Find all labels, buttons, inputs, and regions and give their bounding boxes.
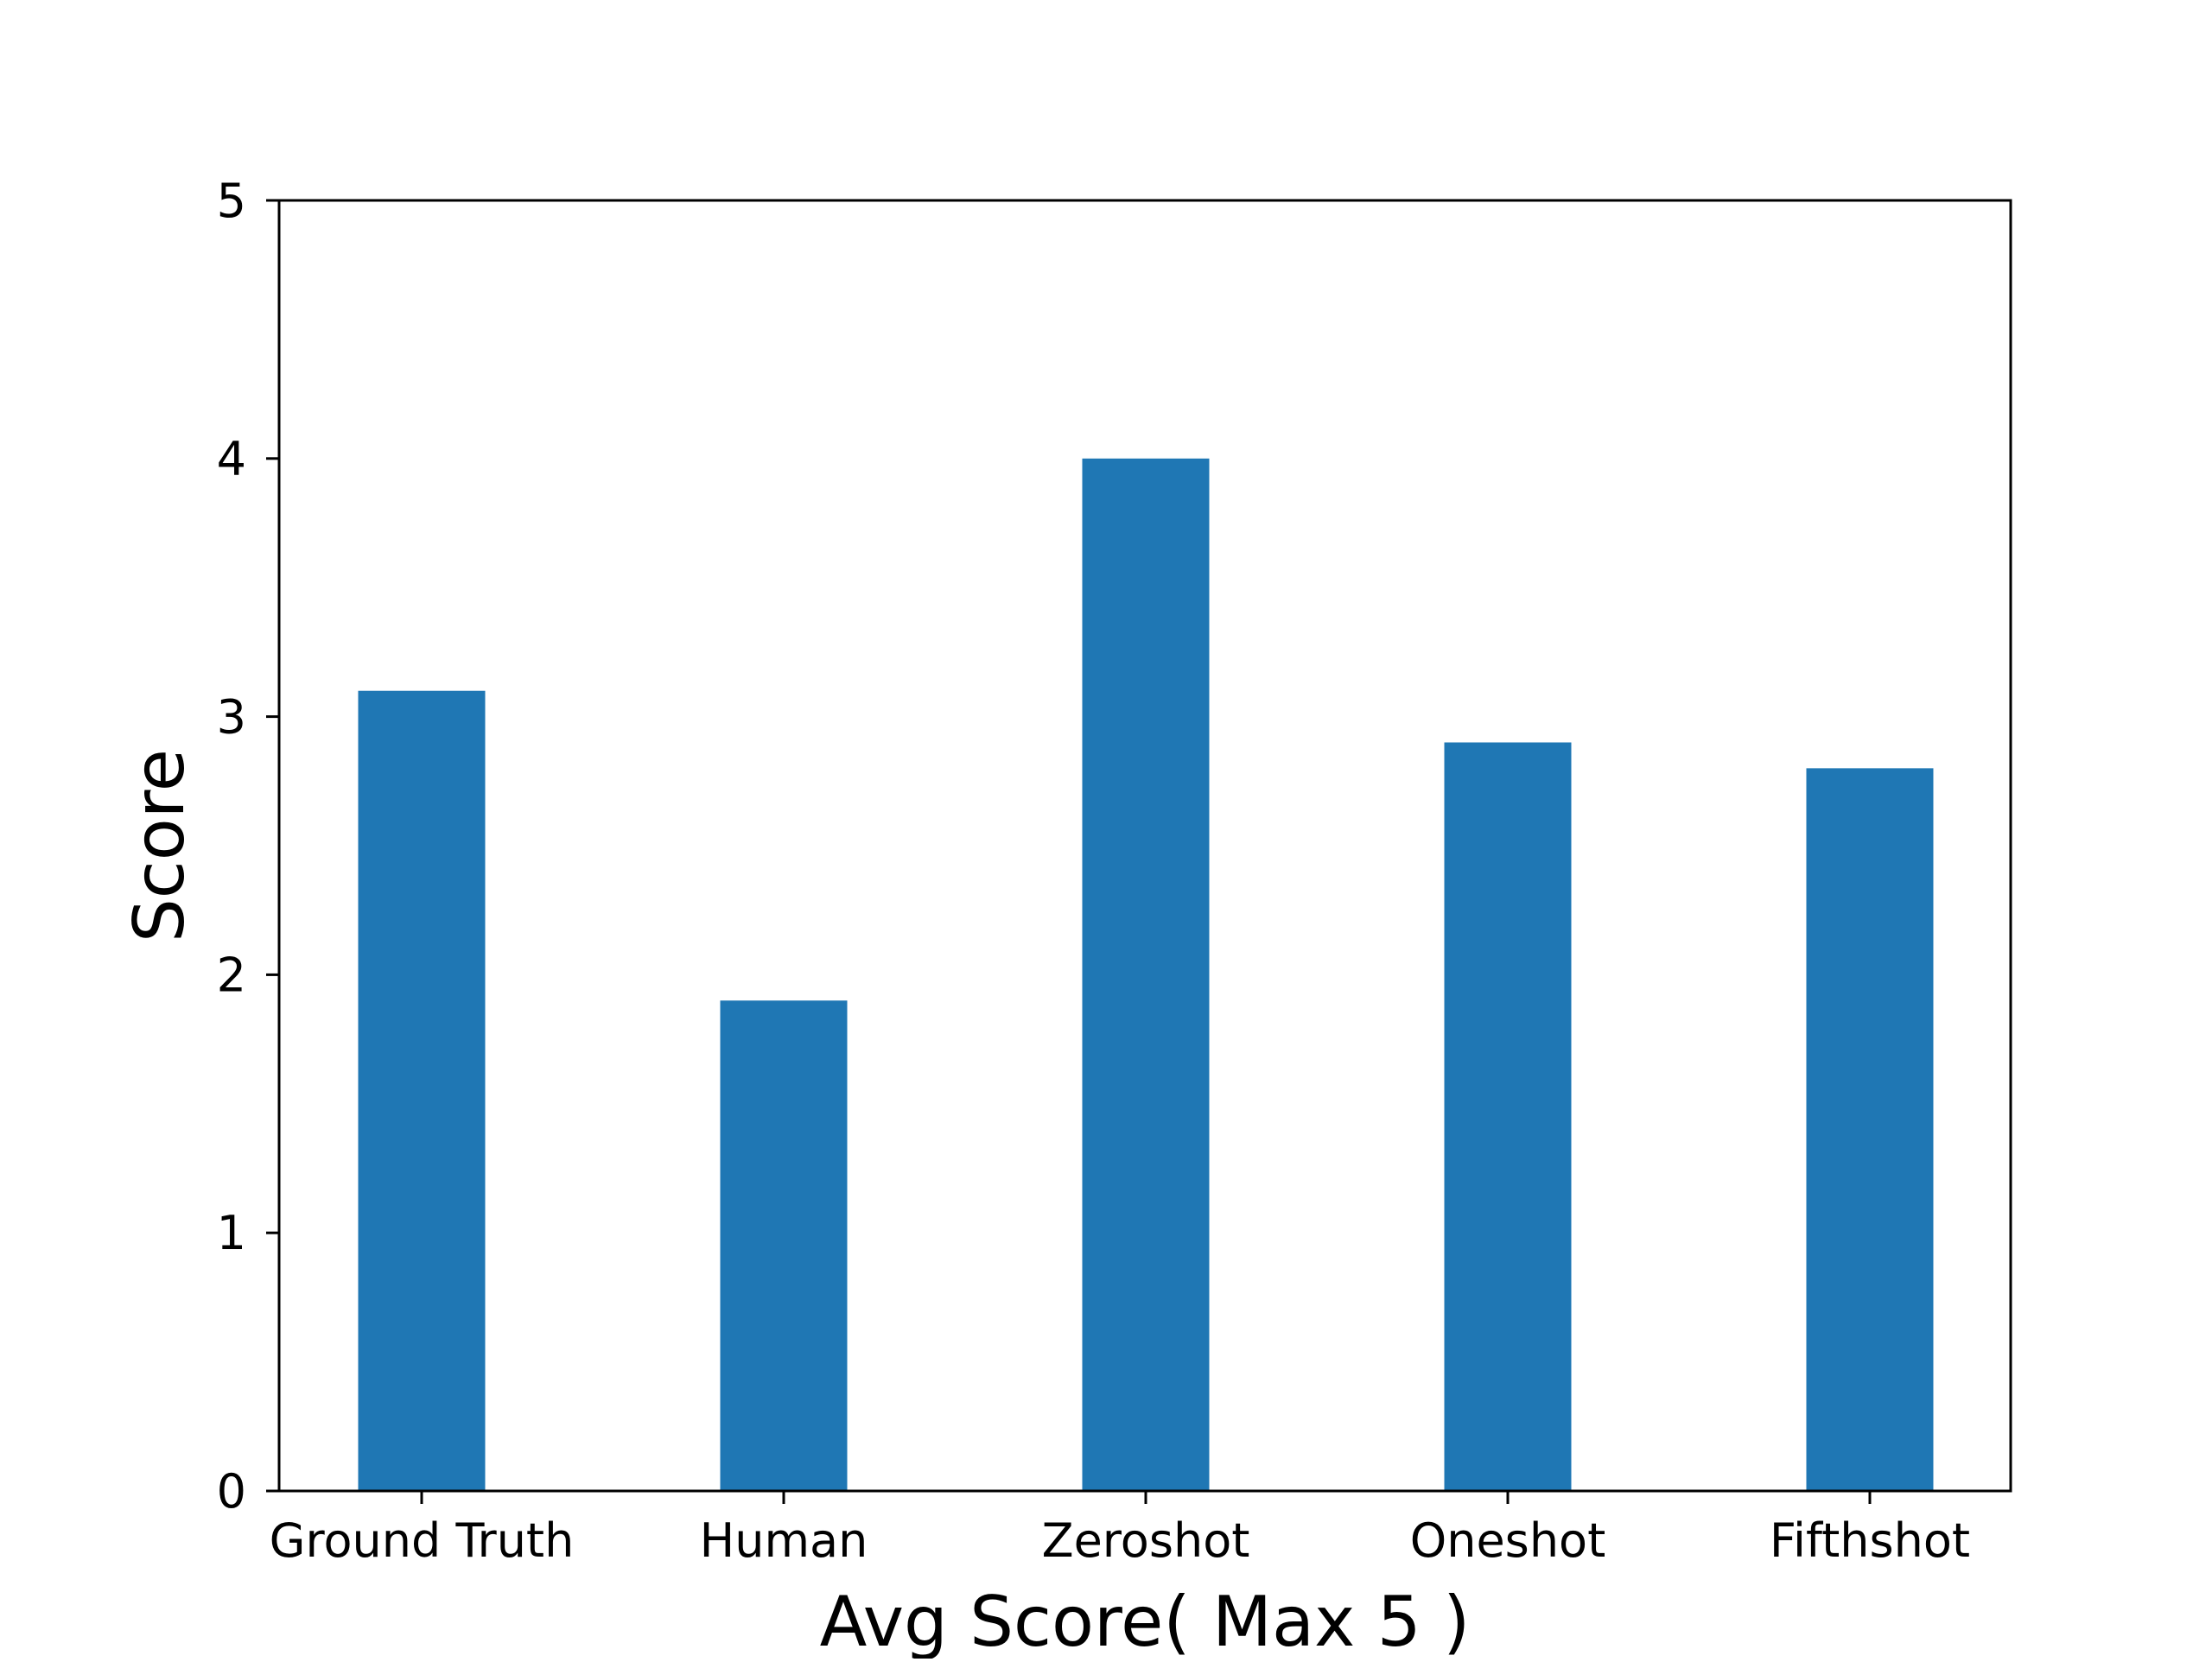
x-axis: Ground Truth Human Zeroshot Oneshot Fifthsho… <box>270 1491 1970 1568</box>
y-tick-label: 5 <box>217 174 246 228</box>
y-tick-label: 2 <box>217 948 246 1002</box>
bar-oneshot <box>1444 742 1572 1491</box>
bar-zeroshot <box>1082 458 1210 1491</box>
y-tick-label: 0 <box>217 1464 246 1519</box>
y-axis-label: Score <box>119 749 200 942</box>
x-tick-label: Fifthshot <box>1770 1513 1970 1568</box>
x-tick-label: Ground Truth <box>270 1513 575 1568</box>
bar-human <box>720 1000 848 1491</box>
x-tick-label: Oneshot <box>1410 1513 1606 1568</box>
y-tick-label: 1 <box>217 1206 246 1260</box>
y-tick-label: 4 <box>217 432 246 486</box>
x-tick-label: Zeroshot <box>1042 1513 1250 1568</box>
bar-ground-truth <box>358 690 486 1491</box>
y-axis: 0 1 2 3 4 5 <box>217 174 279 1519</box>
x-axis-label: Avg Score( Max 5 ) <box>820 1582 1471 1659</box>
x-tick-label: Human <box>700 1513 868 1568</box>
bar-fifthshot <box>1806 768 1934 1491</box>
y-tick-label: 3 <box>217 690 246 745</box>
bars-layer <box>358 458 1934 1491</box>
